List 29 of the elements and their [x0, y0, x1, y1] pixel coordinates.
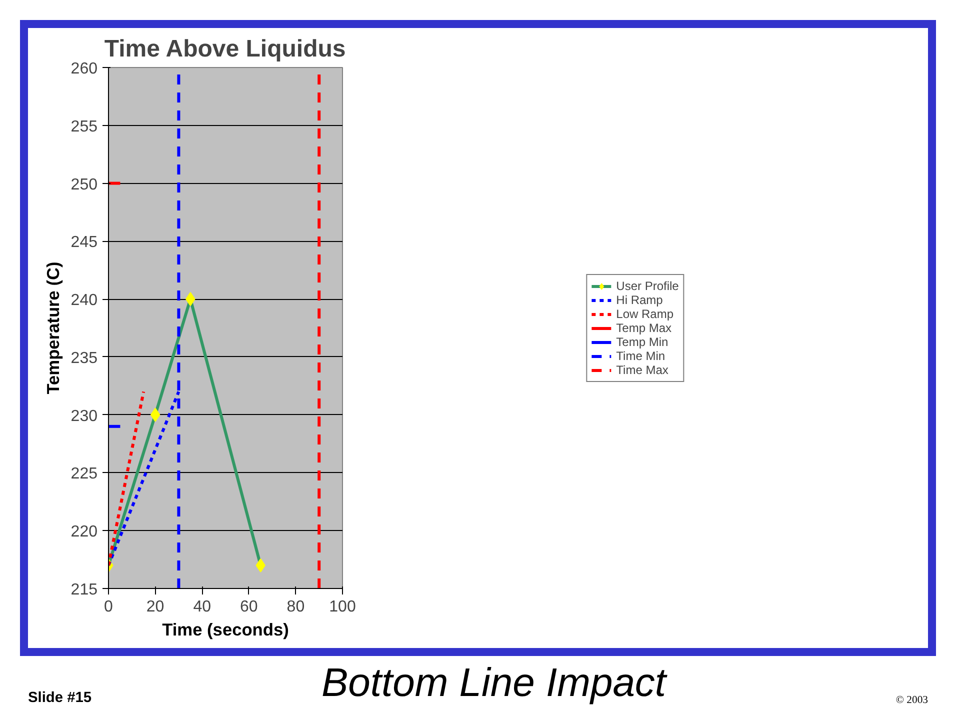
x-tick-label: 60	[240, 598, 258, 616]
text: © 2003	[896, 695, 928, 706]
y-tick-label: 260	[70, 60, 98, 78]
y-tick-label: 250	[70, 176, 98, 194]
text: Slide #15	[28, 690, 92, 706]
y-tick-label: 225	[70, 466, 98, 483]
legend-label: User Profile	[616, 278, 679, 292]
legend-label: Hi Ramp	[616, 292, 663, 306]
x-tick-label: 100	[329, 598, 356, 616]
y-tick-label: 230	[70, 408, 98, 425]
x-tick-label: 0	[104, 598, 114, 616]
y-tick-label: 220	[70, 524, 98, 541]
x-axis-title: Time (seconds)	[162, 620, 289, 640]
x-tick-label: 20	[146, 598, 164, 616]
legend-label: Temp Max	[616, 320, 672, 334]
y-tick-label: 240	[70, 292, 98, 310]
y-tick-label: 245	[70, 234, 98, 252]
legend-label: Time Max	[616, 362, 668, 376]
y-axis-title: Temperature (C)	[42, 262, 63, 394]
legend-label: Temp Min	[616, 334, 668, 348]
legend-label: Time Min	[616, 348, 666, 362]
legend-label: Low Ramp	[616, 306, 674, 320]
y-tick-label: 235	[70, 350, 98, 367]
x-tick-label: 80	[286, 598, 305, 616]
y-tick-label: 215	[70, 582, 98, 598]
chart-title: Time Above Liquidus	[104, 36, 346, 62]
x-tick-label: 40	[193, 598, 212, 616]
text: Bottom Line Impact	[321, 661, 666, 706]
y-tick-label: 255	[70, 118, 98, 136]
